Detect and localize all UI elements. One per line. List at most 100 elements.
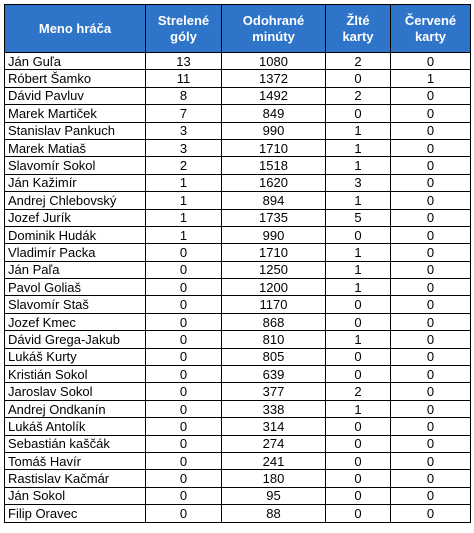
stat-cell: 0 [325,451,391,471]
stat-cell: 1710 [221,138,326,158]
stat-cell: 2 [145,156,222,175]
stat-cell: 1492 [221,86,326,106]
stat-cell: 1 [325,243,391,262]
stat-cell: 3 [145,138,222,158]
stat-cell: 0 [390,225,471,245]
stat-cell: 241 [221,451,326,471]
stat-cell: 0 [145,365,222,384]
table-row: Ján Kažimír 1 1620 3 0 [4,173,471,193]
stat-cell: 0 [390,104,471,123]
stat-cell: 0 [145,382,222,401]
table-row: Jozef Kmec 0 868 0 0 [4,312,471,332]
stat-cell: 0 [325,504,391,523]
stat-cell: 0 [145,260,222,280]
stat-cell: 314 [221,417,326,436]
stat-cell: 990 [221,225,326,245]
stat-cell: 180 [221,469,326,488]
stat-cell: 0 [390,504,471,523]
table-row: Ján Guľa 13 1080 2 0 [4,51,471,71]
header-cell: Meno hráča [4,4,146,53]
header-cell: Strelené góly [145,4,222,53]
table-row: Lukáš Antolík 0 314 0 0 [4,417,471,436]
stat-cell: 0 [145,312,222,332]
stat-cell: 0 [390,86,471,106]
stat-cell: 2 [325,51,391,71]
stat-cell: 1 [145,208,222,227]
stat-cell: 0 [145,451,222,471]
stat-cell: 1 [325,121,391,140]
player-name: Jozef Kmec [4,312,146,332]
stat-cell: 338 [221,399,326,419]
player-name: Dávid Grega-Jakub [4,330,146,349]
player-name: Andrej Chlebovský [4,191,146,210]
stat-cell: 3 [325,173,391,193]
stat-cell: 0 [325,417,391,436]
stat-cell: 0 [325,347,391,367]
stat-cell: 377 [221,382,326,401]
stat-cell: 0 [390,156,471,175]
header-cell: Žlté karty [325,4,391,53]
table-row: Sebastián kaščák 0 274 0 0 [4,434,471,453]
header-text: karty [414,28,447,44]
stat-cell: 0 [390,434,471,453]
stat-cell: 1 [145,191,222,210]
stat-cell: 1 [325,138,391,158]
stat-cell: 13 [145,51,222,71]
player-name: Lukáš Antolík [4,417,146,436]
table-row: Andrej Chlebovský 1 894 1 0 [4,191,471,210]
stat-cell: 95 [221,486,326,506]
stat-cell: 1372 [221,69,326,88]
player-name: Ján Kažimír [4,173,146,193]
header-cell: Odohrané minúty [221,4,326,53]
header-row: Meno hráča Strelené góly Odohrané minúty Žlté… [4,4,471,53]
table-row: Marek Martiček 7 849 0 0 [4,104,471,123]
stat-cell: 1200 [221,278,326,297]
stat-cell: 1518 [221,156,326,175]
stat-cell: 0 [325,104,391,123]
stat-cell: 1 [325,191,391,210]
player-name: Dávid Pavluv [4,86,146,106]
player-name: Marek Matiaš [4,138,146,158]
stat-cell: 0 [325,486,391,506]
stat-cell: 0 [145,347,222,367]
player-name: Ján Guľa [4,51,146,71]
player-name: Slavomír Sokol [4,156,146,175]
player-name: Dominik Hudák [4,225,146,245]
stat-cell: 0 [145,295,222,314]
stat-cell: 1 [325,260,391,280]
stat-cell: 2 [325,382,391,401]
stat-cell: 0 [145,243,222,262]
table-row: Filip Oravec 0 88 0 0 [4,504,471,523]
stat-cell: 0 [390,295,471,314]
stat-cell: 0 [145,486,222,506]
header-text: Strelené [157,12,210,28]
stat-cell: 0 [145,330,222,349]
stat-cell: 1 [325,399,391,419]
player-name: Pavol Goliaš [4,278,146,297]
player-name: Stanislav Pankuch [4,121,146,140]
stat-cell: 88 [221,504,326,523]
table-row: Dominik Hudák 1 990 0 0 [4,225,471,245]
stat-cell: 1170 [221,295,326,314]
header-cell: Červené karty [390,4,471,53]
stat-cell: 0 [390,278,471,297]
header-text: Meno hráča [38,20,112,36]
stat-cell: 0 [325,312,391,332]
stat-cell: 274 [221,434,326,453]
stat-cell: 0 [390,417,471,436]
table-row: Slavomír Staš 0 1170 0 0 [4,295,471,314]
stat-cell: 805 [221,347,326,367]
stat-cell: 1 [145,225,222,245]
header-text: Červené [404,12,457,28]
header-text: karty [342,28,374,44]
stat-cell: 2 [325,86,391,106]
player-name: Vladimír Packa [4,243,146,262]
stat-cell: 0 [390,191,471,210]
player-name: Jaroslav Sokol [4,382,146,401]
stat-cell: 0 [325,295,391,314]
stat-cell: 1735 [221,208,326,227]
stat-cell: 0 [390,121,471,140]
stat-cell: 1080 [221,51,326,71]
stat-cell: 0 [390,382,471,401]
player-name: Filip Oravec [4,504,146,523]
